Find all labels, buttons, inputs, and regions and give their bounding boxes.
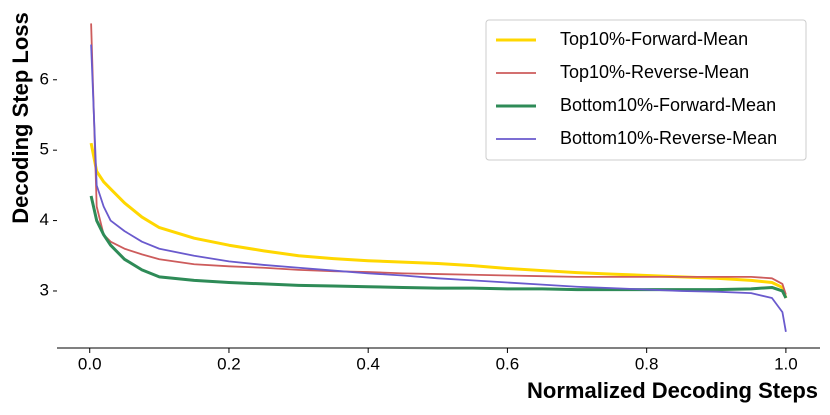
y-tick-label: 3 (40, 280, 49, 299)
y-tick-label: 6 (40, 69, 49, 88)
x-tick-label: 0.2 (217, 354, 241, 373)
legend-label: Bottom10%-Forward-Mean (560, 95, 776, 115)
series-line (90, 44, 787, 332)
x-tick-label: 0.8 (635, 354, 659, 373)
legend-label: Top10%-Forward-Mean (560, 29, 748, 49)
x-tick-label: 0.0 (78, 354, 102, 373)
x-tick-label: 0.6 (496, 354, 520, 373)
series-line (89, 142, 788, 299)
legend-label: Bottom10%-Reverse-Mean (560, 128, 777, 148)
legend-box (485, 19, 807, 161)
series-line (89, 195, 788, 299)
x-tick-label: 1.0 (774, 354, 798, 373)
y-axis-label: Decoding Step Loss (8, 12, 33, 223)
legend-label: Top10%-Reverse-Mean (560, 62, 749, 82)
x-tick-label: 0.4 (356, 354, 380, 373)
series-line (90, 23, 787, 295)
x-axis-label: Normalized Decoding Steps (527, 378, 818, 403)
y-tick-label: 4 (40, 210, 49, 229)
y-tick-label: 5 (40, 140, 49, 159)
